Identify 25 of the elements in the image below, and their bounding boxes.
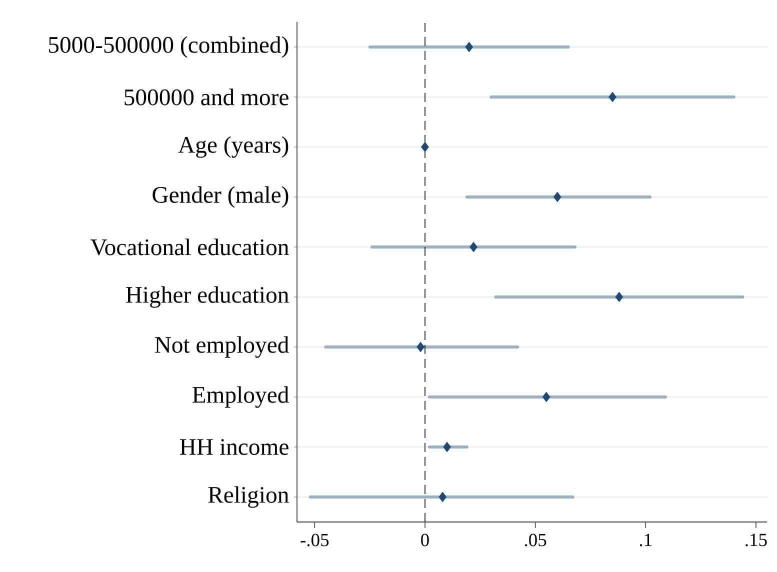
y-tick-label: Religion: [208, 486, 289, 508]
point: [553, 192, 562, 202]
y-tick-label: 5000-500000 (combined): [49, 36, 288, 58]
point: [416, 342, 425, 352]
y-tick-label: HH income: [180, 439, 288, 455]
x-tick-label: .1: [640, 534, 652, 546]
point: [421, 142, 429, 152]
point: [465, 42, 474, 52]
y-tick-label: Higher education: [126, 286, 289, 308]
y-tick-label: Employed: [192, 386, 289, 408]
y-tick-label: Gender (male): [152, 186, 288, 208]
y-tick-label: Not employed: [154, 336, 289, 358]
x-tick-label: 0: [421, 534, 429, 546]
x-tick-label: .15: [746, 534, 767, 546]
point: [470, 242, 478, 252]
point: [615, 292, 624, 302]
point: [542, 392, 550, 402]
x-tick-label: .05: [524, 534, 546, 546]
point: [443, 442, 451, 452]
y-tick-label: Vocational education: [90, 238, 289, 256]
point: [438, 492, 447, 502]
x-tick-label: -.05: [300, 534, 329, 546]
point: [608, 92, 616, 102]
y-tick-label: 500000 and more: [124, 88, 288, 106]
y-tick-label: Age (years): [178, 136, 288, 158]
